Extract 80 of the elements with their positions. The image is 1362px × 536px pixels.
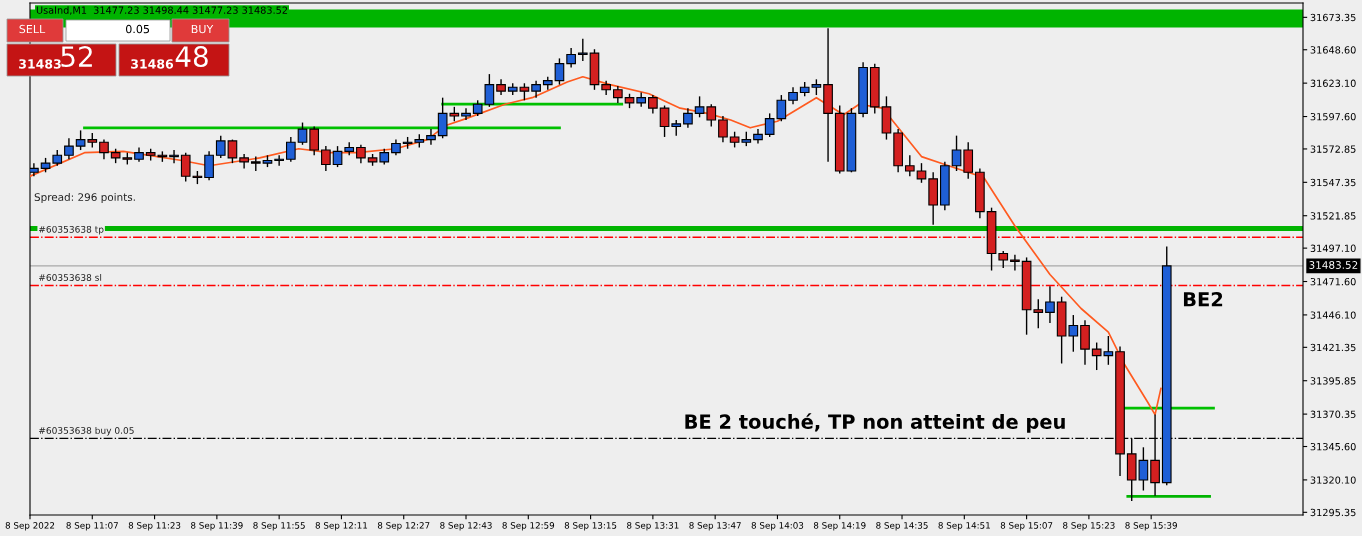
candlestick — [426, 128, 436, 146]
candlestick — [297, 121, 308, 146]
candlestick — [274, 154, 284, 167]
x-tick-label: 8 Sep 2022 — [5, 522, 55, 531]
y-tick-label: 31295.35 — [1310, 508, 1356, 517]
candlestick — [566, 47, 576, 69]
ref-line-label: 31483.52 — [1309, 261, 1358, 269]
x-tick-label: 8 Sep 14:19 — [813, 522, 866, 531]
x-tick-label: 8 Sep 15:23 — [1063, 522, 1115, 531]
x-tick-label: 8 Sep 12:11 — [315, 522, 368, 531]
y-tick-label: 31497.10 — [1310, 244, 1356, 252]
candlestick — [718, 115, 728, 143]
candlestick — [204, 150, 214, 181]
x-tick-label: 8 Sep 11:39 — [191, 522, 243, 531]
y-tick-label: 31421.35 — [1310, 343, 1356, 352]
x-tick-label: 8 Sep 14:35 — [876, 522, 928, 531]
candlestick — [1045, 285, 1055, 324]
y-tick-label: 31547.35 — [1310, 178, 1356, 187]
candlestick — [169, 149, 179, 164]
candlestick — [64, 137, 74, 160]
x-tick-label: 8 Sep 12:43 — [440, 522, 492, 531]
x-tick-label: 8 Sep 14:51 — [938, 522, 990, 531]
candlestick — [332, 145, 343, 168]
candlestick — [321, 145, 331, 172]
candlestick — [1080, 319, 1090, 366]
y-tick-label: 31345.60 — [1310, 442, 1356, 451]
annotation: BE 2 touché, TP non atteint de peu — [685, 413, 1065, 433]
x-tick-label: 8 Sep 11:55 — [253, 522, 305, 531]
x-tick-label: 8 Sep 15:39 — [1125, 522, 1177, 531]
annotation: 0.05 — [125, 24, 150, 34]
candlestick — [554, 57, 565, 86]
x-tick-label: 8 Sep 13:47 — [689, 522, 741, 531]
candlestick — [753, 128, 763, 145]
y-tick-label: 31673.35 — [1310, 13, 1356, 22]
annotation: 48 — [175, 46, 208, 68]
candlestick — [309, 125, 320, 156]
y-tick-label: 31370.35 — [1310, 410, 1356, 418]
candlestick — [215, 134, 226, 159]
candlestick — [461, 107, 471, 121]
candlestick — [659, 104, 670, 138]
candlestick — [963, 141, 974, 180]
candlestick — [99, 138, 109, 160]
candlestick — [577, 38, 588, 62]
x-tick-label: 8 Sep 12:27 — [377, 522, 430, 531]
y-tick-label: 31446.10 — [1310, 311, 1356, 319]
annotation: BUY — [191, 24, 214, 34]
y-tick-label: 31395.85 — [1310, 377, 1356, 385]
y-tick-label: 31521.85 — [1310, 212, 1356, 220]
candlestick — [683, 107, 693, 129]
x-tick-label: 8 Sep 15:07 — [1000, 522, 1053, 531]
x-tick-label: 8 Sep 11:07 — [66, 522, 118, 531]
candlestick — [648, 94, 658, 115]
y-tick-label: 31471.60 — [1310, 278, 1356, 286]
ref-line-label: #60353638 sl — [39, 273, 102, 281]
annotation: 31486 — [131, 59, 174, 69]
candlestick — [1010, 254, 1020, 272]
candlestick — [904, 154, 915, 177]
ref-line-label: #60353638 tp — [39, 225, 104, 235]
x-tick-label: 8 Sep 11:23 — [128, 522, 181, 531]
annotation: BE2 — [1183, 291, 1223, 307]
annotation: 52 — [61, 46, 92, 68]
candlestick — [356, 144, 366, 164]
ref-line-label: #60353638 buy 0.05 — [39, 426, 134, 436]
candlestick — [239, 153, 249, 170]
x-tick-label: 8 Sep 14:03 — [751, 522, 804, 531]
y-tick-label: 31623.10 — [1310, 79, 1356, 87]
y-tick-label: 31648.60 — [1310, 46, 1356, 54]
candlestick — [285, 136, 296, 163]
x-tick-label: 8 Sep 13:15 — [564, 522, 617, 531]
x-tick-label: 8 Sep 13:31 — [627, 522, 679, 531]
y-tick-label: 31572.85 — [1310, 145, 1356, 153]
annotation: Spread: 296 points. — [34, 192, 135, 204]
annotation: 31483 — [19, 59, 61, 69]
candlestick — [951, 134, 962, 172]
candlestick — [916, 162, 927, 184]
x-tick-label: 8 Sep 12:59 — [502, 522, 555, 531]
annotation: SELL — [19, 24, 46, 34]
y-tick-label: 31597.60 — [1310, 113, 1356, 121]
y-tick-label: 31320.10 — [1310, 476, 1356, 484]
chart-title: UsaInd,M1 31477.23 31498.44 31477.23 31483.52 — [36, 6, 288, 15]
